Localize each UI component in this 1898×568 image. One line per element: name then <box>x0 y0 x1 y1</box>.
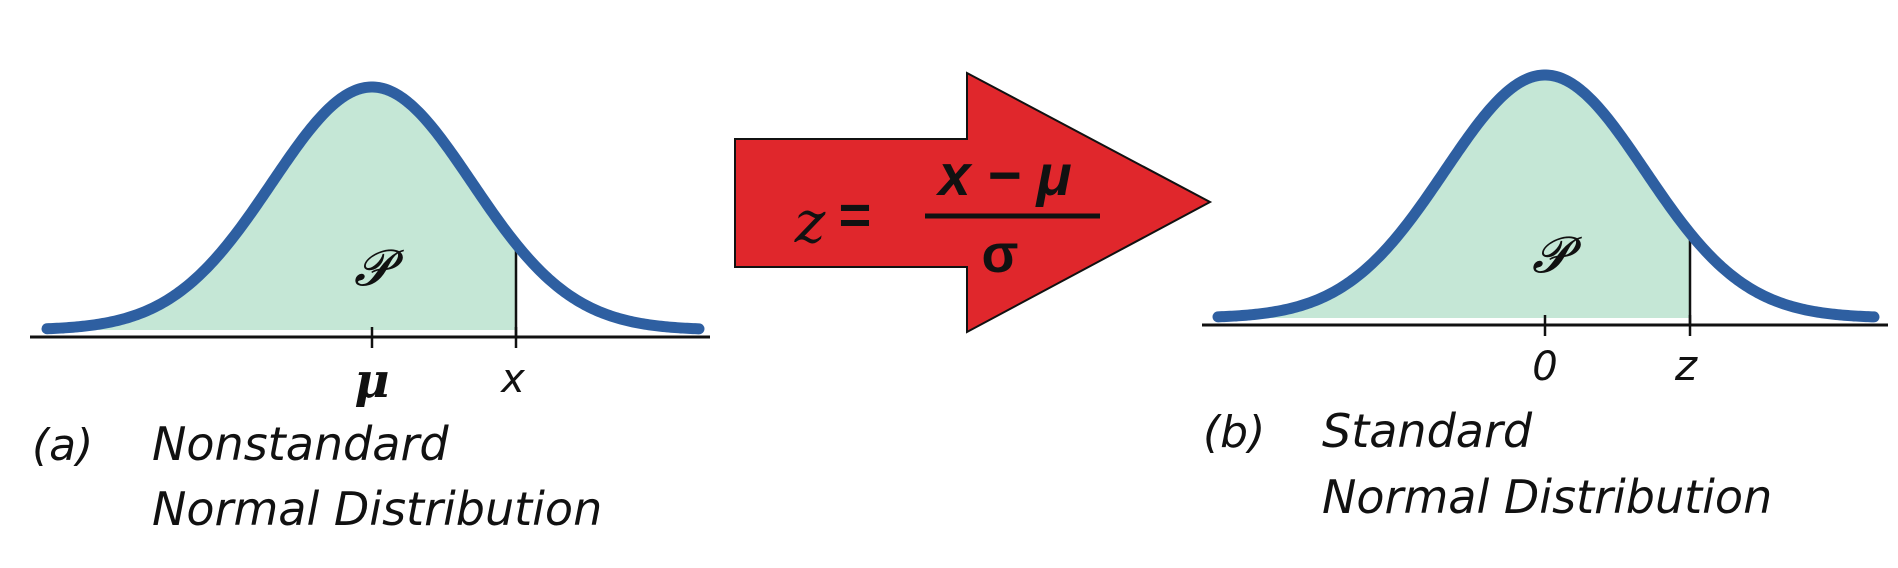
panel-a-caption-line2: Normal Distribution <box>152 482 602 536</box>
panel-a: 𝓟 μ x (a) Nonstandard Normal Distributio… <box>30 81 710 536</box>
panel-b: 𝓟 0 z (b) Standard Normal Distribution <box>1202 69 1888 524</box>
formula-numerator: x − μ <box>935 143 1071 208</box>
red-arrow-shape <box>734 71 1213 334</box>
formula-equals: = <box>839 183 872 246</box>
panel-b-caption-line2: Normal Distribution <box>1322 470 1772 524</box>
panel-a-caption-line1: Nonstandard <box>152 417 449 471</box>
panel-b-zero-label: 0 <box>1532 344 1557 390</box>
transform-arrow: z = x − μ σ <box>734 71 1213 334</box>
formula-denominator: σ <box>982 224 1019 284</box>
panel-b-caption-letter: (b) <box>1203 407 1265 458</box>
panel-a-mean-label: μ <box>354 353 389 409</box>
panel-a-caption-letter: (a) <box>32 420 93 471</box>
panel-a-x-label: x <box>499 356 525 402</box>
panel-a-normal-curve <box>41 81 705 335</box>
panel-a-shaded-area <box>47 87 516 330</box>
panel-b-z-label: z <box>1674 341 1698 390</box>
panel-b-caption-line1: Standard <box>1322 404 1533 458</box>
formula-z: z <box>794 188 826 256</box>
panel-b-shaded-area <box>1218 75 1690 318</box>
panel-b-normal-curve <box>1212 69 1880 323</box>
